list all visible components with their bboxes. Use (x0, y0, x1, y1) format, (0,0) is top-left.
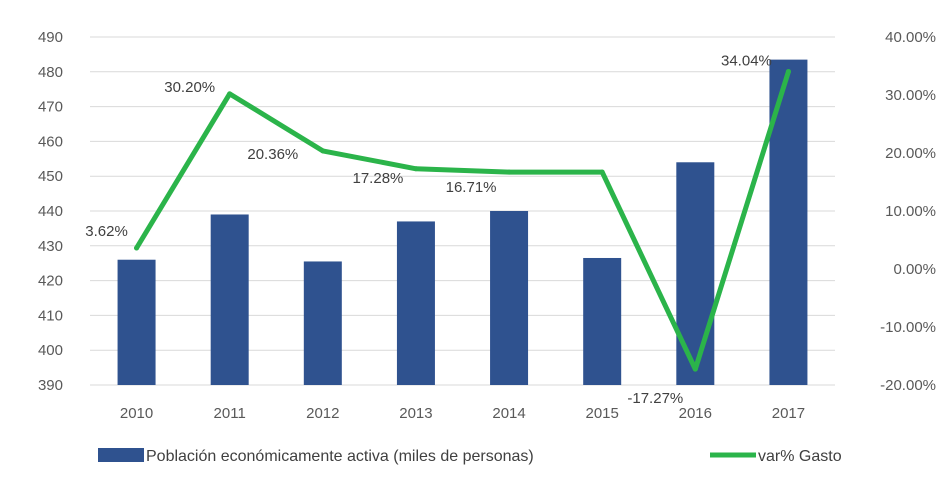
left-tick-label: 450 (38, 168, 63, 185)
right-tick-label: 20.00% (885, 145, 936, 162)
line-point (413, 166, 419, 172)
right-tick-label: -10.00% (880, 319, 936, 336)
right-tick-label: -20.00% (880, 377, 936, 394)
bar (396, 221, 435, 385)
line-point (506, 169, 512, 175)
left-tick-label: 430 (38, 238, 63, 255)
left-axis: 390 400 410 420 430 440 450 460 470 480 490 (38, 29, 63, 394)
left-tick-label: 490 (38, 29, 63, 46)
x-axis: 2010 2011 2012 2013 2014 2015 2016 2017 (120, 405, 805, 422)
data-label: 20.36% (247, 146, 298, 163)
right-tick-label: 0.00% (893, 261, 936, 278)
data-label: 3.62% (85, 223, 128, 240)
bar (676, 162, 715, 385)
data-label: 16.71% (446, 179, 497, 196)
data-label: -17.27% (627, 390, 683, 407)
left-tick-label: 480 (38, 64, 63, 81)
bar (583, 257, 622, 385)
legend: Población económicamente activa (miles d… (98, 448, 842, 465)
left-tick-label: 440 (38, 203, 63, 220)
bar (117, 259, 156, 385)
legend-line-label: var% Gasto (758, 448, 842, 465)
right-tick-label: 40.00% (885, 29, 936, 46)
line-path (134, 69, 791, 372)
x-tick-label: 2015 (586, 405, 619, 422)
x-tick-label: 2014 (492, 405, 525, 422)
left-tick-label: 410 (38, 307, 63, 324)
left-tick-label: 400 (38, 342, 63, 359)
data-label: 34.04% (721, 53, 772, 70)
x-tick-label: 2016 (679, 405, 712, 422)
left-tick-label: 420 (38, 273, 63, 290)
line-point (134, 245, 140, 251)
bar (303, 261, 342, 385)
left-tick-label: 460 (38, 133, 63, 150)
bar-series (117, 59, 808, 386)
x-tick-label: 2011 (214, 405, 246, 422)
x-tick-label: 2013 (399, 405, 432, 422)
legend-bar-label: Población económicamente activa (miles d… (146, 448, 534, 465)
line-point (227, 91, 233, 97)
line-point (785, 69, 791, 75)
x-tick-label: 2010 (120, 405, 153, 422)
right-tick-label: 10.00% (885, 203, 936, 220)
line-point (320, 148, 326, 154)
left-tick-label: 390 (38, 377, 63, 394)
bar (210, 214, 249, 385)
left-tick-label: 470 (38, 99, 63, 116)
line-point (599, 169, 605, 175)
data-label: 17.28% (353, 170, 404, 187)
legend-bar-swatch (98, 448, 144, 462)
line-series (134, 69, 791, 372)
data-label: 30.20% (164, 79, 215, 96)
bar (490, 211, 529, 385)
data-labels: 3.62% 30.20% 20.36% 17.28% 16.71% -17.27% 34.0… (85, 53, 772, 408)
line-point (692, 366, 698, 372)
right-tick-label: 30.00% (885, 87, 936, 104)
x-tick-label: 2017 (772, 405, 805, 422)
x-tick-label: 2012 (306, 405, 339, 422)
right-axis: -20.00% -10.00% 0.00% 10.00% 20.00% 30.00% 40.… (880, 29, 936, 394)
